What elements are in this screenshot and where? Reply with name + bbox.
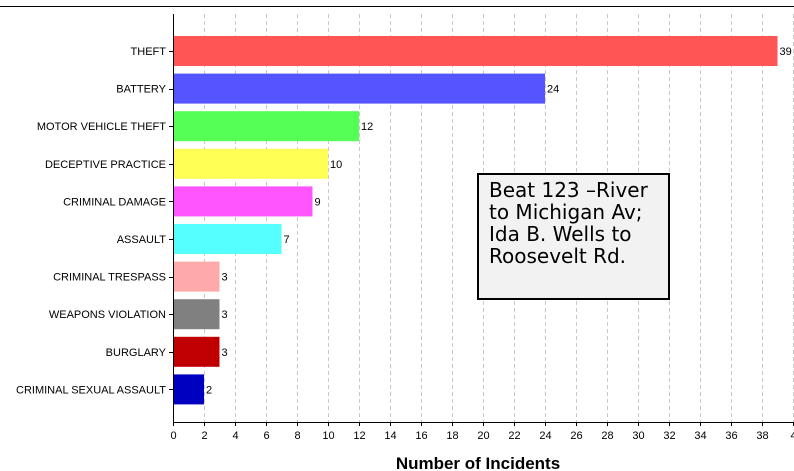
category-label: CRIMINAL DAMAGE: [63, 196, 166, 208]
x-tick-label: 30: [632, 430, 644, 442]
bar-value-label: 7: [284, 234, 290, 246]
x-tick-label: 10: [322, 430, 334, 442]
x-tick-label: 18: [446, 430, 458, 442]
bar: [173, 186, 313, 217]
bar: [173, 336, 220, 367]
bar: [173, 224, 282, 254]
bar: [173, 374, 204, 405]
x-tick-label: 36: [725, 430, 737, 442]
category-label: BURGLARY: [106, 347, 167, 359]
category-label: ASSAULT: [117, 234, 167, 246]
x-tick-label: 28: [601, 430, 613, 442]
category-label: DECEPTIVE PRACTICE: [45, 159, 166, 171]
bars: [173, 36, 778, 405]
category-labels: THEFT BATTERY MOTOR VEHICLE THEFT DECEPTIVE…: [16, 46, 173, 396]
x-tick-label: 4: [790, 430, 794, 442]
bar-value-label: 12: [361, 121, 373, 133]
x-tick-label: 20: [477, 430, 489, 442]
x-tick-label: 16: [415, 430, 427, 442]
bar: [173, 261, 220, 292]
x-tick-label: 8: [294, 430, 300, 442]
x-tick-label: 32: [663, 430, 675, 442]
x-tick-label: 14: [384, 430, 396, 442]
category-label: CRIMINAL TRESPASS: [53, 272, 166, 284]
x-tick-label: 12: [353, 430, 365, 442]
bar: [173, 111, 359, 142]
bar-value-label: 39: [780, 46, 792, 58]
bar: [173, 299, 220, 330]
bar-value-label: 10: [330, 159, 342, 171]
x-tick-label: 34: [694, 430, 706, 442]
category-label: MOTOR VEHICLE THEFT: [37, 121, 166, 133]
bar-value-label: 24: [547, 84, 559, 96]
category-label: WEAPONS VIOLATION: [49, 309, 166, 321]
x-axis-label: Number of Incidents: [396, 454, 560, 471]
category-label: THEFT: [131, 46, 167, 58]
x-tick-label: 2: [201, 430, 207, 442]
category-label: CRIMINAL SEXUAL ASSAULT: [16, 384, 166, 396]
chart-annotation-box: Beat 123 –River to Michigan Av; Ida B. W…: [477, 173, 670, 300]
bar-value-label: 3: [222, 309, 228, 321]
x-tick-label: 22: [508, 430, 520, 442]
category-label: BATTERY: [116, 84, 166, 96]
x-tick-label: 24: [539, 430, 551, 442]
bar-value-label: 9: [315, 196, 321, 208]
bar-value-label: 2: [206, 384, 212, 396]
x-tick-label: 38: [756, 430, 768, 442]
x-axis-ticks: 0 2 4 6 8 10 12 14 16 18 20 22 24 26 28 30 32 34 36 38 4: [170, 422, 794, 442]
x-tick-label: 4: [232, 430, 238, 442]
x-tick-label: 0: [170, 430, 176, 442]
x-tick-label: 26: [570, 430, 582, 442]
x-tick-label: 6: [263, 430, 269, 442]
bar: [173, 73, 545, 104]
bar-value-label: 3: [222, 272, 228, 284]
bar: [173, 36, 778, 66]
bar-value-label: 3: [222, 347, 228, 359]
data-labels: 39 24 12 10 9 7 3 3 3 2: [206, 46, 792, 396]
bar: [173, 148, 328, 179]
